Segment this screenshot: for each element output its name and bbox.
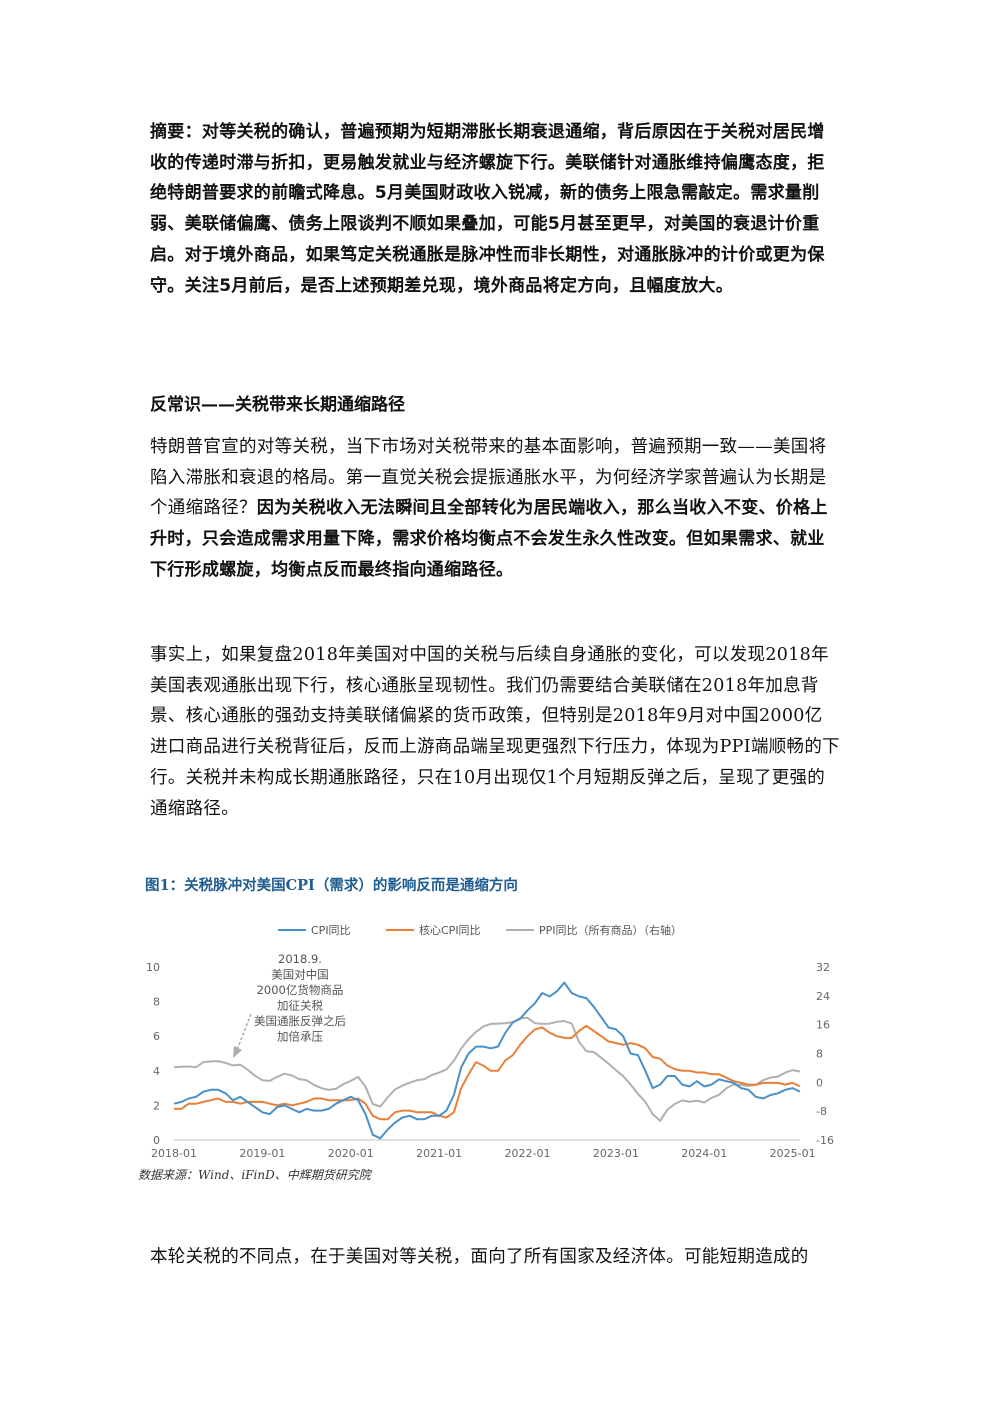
legend-label: 核心CPI同比 (419, 923, 481, 937)
annotation-line: 美国对中国 (271, 968, 329, 982)
y-left-tick-label: 4 (153, 1065, 160, 1078)
series-line-2 (173, 1016, 801, 1122)
legend-label: CPI同比 (311, 924, 351, 937)
paragraph-1: 特朗普官宣的对等关税，当下市场对关税带来的基本面影响，普遍预期一致——美国将陷入… (150, 432, 840, 586)
annotation-arrow-head (233, 1046, 242, 1058)
annotation-line: 2000亿货物商品 (257, 983, 344, 997)
x-tick-label: 2024-01 (681, 1147, 727, 1160)
y-right-tick-label: 16 (816, 1019, 830, 1032)
x-tick-label: 2025-01 (770, 1147, 816, 1160)
x-tick-label: 2020-01 (328, 1147, 374, 1160)
y-left-tick-label: 2 (153, 1099, 160, 1112)
abstract-paragraph: 摘要：对等关税的确认，普遍预期为短期滞胀长期衰退通缩，背后原因在于关税对居民增收… (150, 122, 825, 296)
y-left-tick-label: 10 (146, 961, 160, 974)
figure-source: 数据来源：Wind、iFinD、中辉期货研究院 (138, 1168, 371, 1182)
y-right-tick-label: 8 (816, 1048, 823, 1061)
paragraph-2: 事实上，如果复盘2018年美国对中国的关税与后续自身通胀的变化，可以发现2018… (150, 645, 840, 819)
annotation-line: 2018.9. (278, 952, 322, 966)
paragraph-3: 本轮关税的不同点，在于美国对等关税，面向了所有国家及经济体。可能短期造成的 (150, 1247, 809, 1267)
y-right-tick-label: 0 (816, 1076, 823, 1089)
y-right-tick-label: 24 (816, 990, 830, 1003)
legend-label: PPI同比（所有商品）（右轴） (539, 923, 682, 937)
series-line-0 (173, 981, 801, 1140)
y-right-tick-label: 32 (816, 961, 830, 974)
x-tick-label: 2018-01 (151, 1147, 197, 1160)
x-tick-label: 2019-01 (239, 1147, 285, 1160)
x-tick-label: 2022-01 (505, 1147, 551, 1160)
paragraph-1-bold: 因为关税收入无法瞬间且全部转化为居民端收入，那么当收入不变、价格上升时，只会造成… (150, 498, 828, 580)
paragraph-1-normal: 特朗普官宣的对等关税，当下市场对关税带来的基本面影响，普遍预期一致——美国将陷入… (150, 437, 827, 519)
y-left-tick-label: 0 (153, 1134, 160, 1147)
x-tick-label: 2021-01 (416, 1147, 462, 1160)
annotation-line: 加征关税 (277, 999, 323, 1013)
annotation-line: 美国通胀反弹之后 (254, 1014, 346, 1028)
y-left-tick-label: 6 (153, 1030, 160, 1043)
series-line-1 (174, 1024, 801, 1121)
y-right-tick-label: -16 (816, 1134, 834, 1147)
figure-title: 图1：关税脉冲对美国CPI（需求）的影响反而是通缩方向 (145, 877, 518, 894)
section-heading: 反常识——关税带来长期通缩路径 (150, 395, 405, 415)
y-left-tick-label: 8 (153, 996, 160, 1009)
x-tick-label: 2023-01 (593, 1147, 639, 1160)
y-right-tick-label: -8 (816, 1105, 827, 1118)
annotation-arrow-line (236, 1013, 252, 1051)
annotation-line: 加倍承压 (277, 1030, 323, 1044)
